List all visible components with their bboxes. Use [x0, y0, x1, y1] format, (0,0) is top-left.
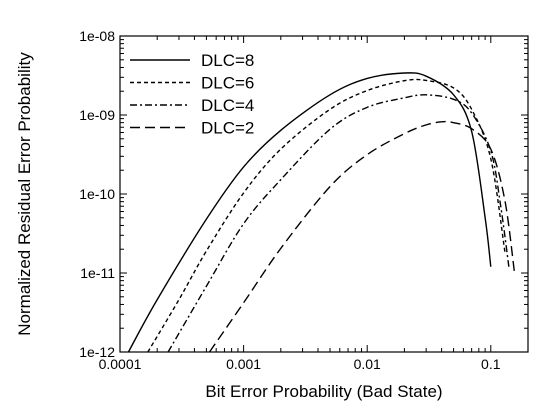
series-group: [127, 72, 516, 353]
series-line-dlc-2: [208, 120, 516, 353]
x-tick-label: 0.01: [354, 356, 381, 372]
y-tick-label: 1e-10: [79, 186, 115, 202]
tick-labels: 0.0001 0.001 0.01 0.1 1e-12 1e-11 1e-10 1e-09 1e…: [79, 28, 501, 372]
y-tick-label: 1e-08: [79, 28, 115, 44]
y-tick-label: 1e-12: [79, 344, 115, 360]
y-tick-label: 1e-11: [80, 265, 115, 281]
x-tick-label: 0.001: [226, 356, 261, 372]
legend-label-dlc-4: DLC=4: [201, 96, 254, 115]
y-tick-label: 1e-09: [79, 107, 115, 123]
x-tick-label: 0.1: [481, 356, 501, 372]
legend: DLC=8 DLC=6 DLC=4 DLC=2: [130, 51, 254, 138]
x-axis-label: Bit Error Probability (Bad State): [205, 382, 442, 401]
series-line-dlc-4: [167, 94, 510, 353]
series-line-dlc-8: [127, 72, 492, 353]
legend-label-dlc-2: DLC=2: [201, 119, 254, 138]
legend-label-dlc-8: DLC=8: [201, 51, 254, 70]
axis-ticks: [119, 35, 529, 353]
x-tick-label: 0.0001: [99, 356, 142, 372]
y-axis-label: Normalized Residual Error Probability: [15, 52, 34, 336]
legend-label-dlc-6: DLC=6: [201, 74, 254, 93]
